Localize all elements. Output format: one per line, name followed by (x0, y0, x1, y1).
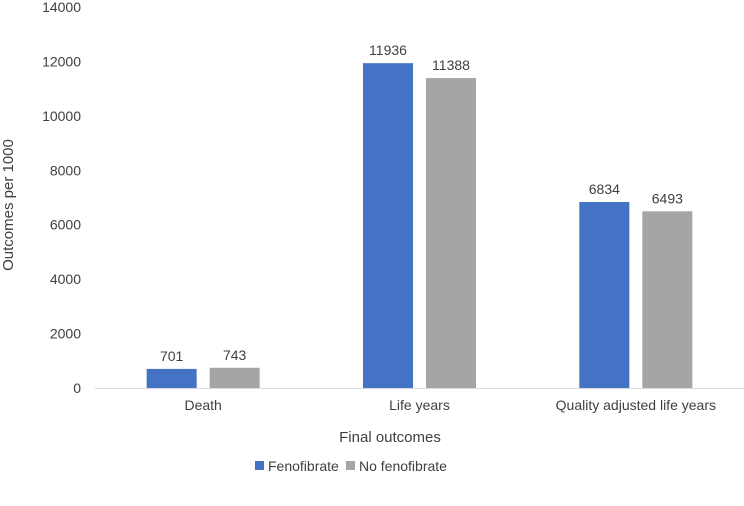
y-tick-label: 6000 (50, 217, 81, 233)
y-axis-ticks: 0 2000 4000 6000 8000 10000 12000 14000 (42, 0, 81, 396)
legend-swatch (346, 461, 355, 470)
bar-no-fenofibrate-1 (426, 78, 476, 389)
bar-fenofibrate-1 (363, 63, 413, 388)
y-tick-label: 14000 (42, 0, 81, 15)
bar-fenofibrate-0 (146, 368, 197, 388)
legend-label: Fenofibrate (268, 458, 339, 474)
data-label: 11936 (369, 42, 407, 58)
legend-swatch (255, 461, 264, 470)
bar-no-fenofibrate-2 (642, 211, 693, 388)
x-tick-label: Death (184, 397, 221, 413)
y-tick-label: 2000 (50, 326, 81, 342)
bar-no-fenofibrate-0 (209, 367, 260, 388)
y-tick-label: 8000 (50, 162, 81, 178)
y-tick-label: 4000 (50, 271, 81, 287)
data-label: 6834 (589, 181, 620, 197)
x-axis-title: Final outcomes (339, 429, 441, 446)
bars: 701 743 11936 11388 6834 6493 (146, 42, 693, 389)
y-axis-title: Outcomes per 1000 (0, 139, 17, 271)
y-tick-label: 12000 (42, 53, 81, 69)
data-label: 701 (160, 348, 184, 364)
y-tick-label: 0 (73, 380, 81, 396)
y-tick-label: 10000 (42, 108, 81, 124)
x-tick-label: Life years (389, 397, 450, 413)
data-label: 6493 (652, 190, 683, 206)
bar-fenofibrate-2 (579, 202, 630, 388)
x-tick-label: Quality adjusted life years (556, 397, 716, 413)
legend: Fenofibrate No fenofibrate (255, 458, 447, 474)
data-label: 11388 (432, 57, 470, 73)
x-axis-tick-labels: Death Life years Quality adjusted life yea… (184, 397, 716, 413)
data-label: 743 (223, 347, 247, 363)
legend-label: No fenofibrate (359, 458, 447, 474)
